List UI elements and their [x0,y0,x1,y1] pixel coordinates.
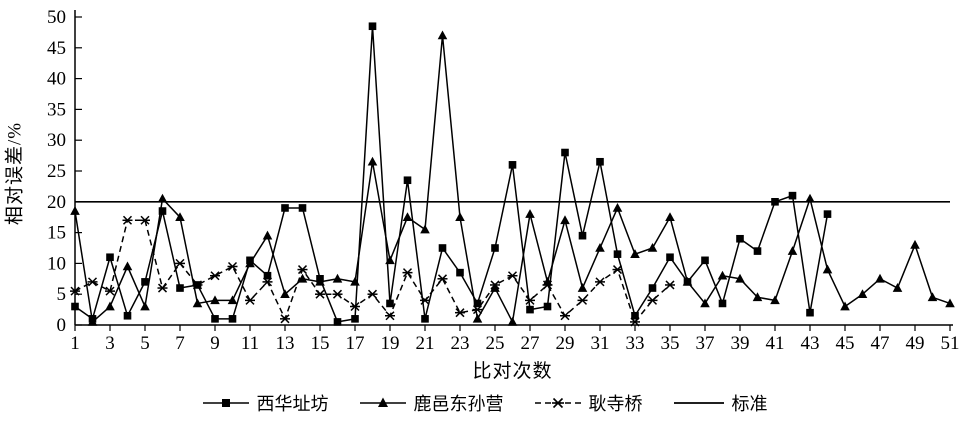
legend-label: 西华址坊 [256,394,329,414]
x-axis-ticks: 1 3 5 7 9 11 13 15 17 19 21 23 25 27 29 31 33 35 37 39 41 43 4… [70,325,960,354]
chart-legend: 西华址坊 鹿邑东孙营 耿寺桥 标准 [0,390,969,416]
x-tick-label: 17 [346,333,365,354]
x-tick-label: 43 [801,333,820,354]
plain-line-icon [673,402,724,404]
x-tick-label: 5 [140,333,150,354]
x-tick-label: 19 [381,333,400,354]
y-tick-label: 40 [47,69,66,90]
x-axis-title: 比对次数 [472,361,553,382]
x-tick-label: 51 [941,333,960,354]
x-tick-label: 7 [175,333,185,354]
x-tick-label: 47 [871,333,890,354]
legend-item-series-3: 耿寺桥 [534,390,643,416]
series-triangle-line [70,30,955,326]
x-tick-label: 13 [276,333,295,354]
x-tick-label: 3 [105,333,115,354]
x-tick-label: 27 [521,333,540,354]
legend-label: 鹿邑东孙营 [413,394,504,414]
xmark-marker-icon [534,397,581,409]
x-tick-label: 39 [731,333,750,354]
series-xmark-line [70,215,675,327]
square-marker-icon [202,399,249,407]
series-square-line [71,22,832,326]
y-tick-label: 15 [47,223,66,244]
x-tick-label: 1 [70,333,80,354]
y-axis-title: 相对误差/% [4,121,26,226]
x-tick-label: 45 [836,333,855,354]
x-tick-label: 37 [696,333,715,354]
legend-item-series-2: 鹿邑东孙营 [359,390,504,416]
y-tick-label: 10 [47,253,66,274]
triangle-marker-icon [359,397,406,407]
x-tick-label: 21 [416,333,435,354]
y-tick-label: 35 [47,99,66,120]
y-tick-label: 30 [47,130,66,151]
y-axis-ticks: 0 5 10 15 20 25 30 35 40 45 50 [47,7,82,336]
x-tick-label: 29 [556,333,575,354]
y-tick-label: 20 [47,192,66,213]
x-tick-label: 11 [241,333,259,354]
y-tick-label: 50 [47,7,66,28]
x-tick-label: 49 [906,333,925,354]
y-tick-label: 25 [47,161,66,182]
x-tick-label: 25 [486,333,505,354]
y-tick-label: 45 [47,38,66,59]
y-tick-label: 0 [57,315,67,336]
x-tick-label: 41 [766,333,785,354]
legend-item-standard: 标准 [673,390,768,416]
x-tick-label: 15 [311,333,330,354]
legend-label: 标准 [731,394,768,414]
x-tick-label: 23 [451,333,470,354]
legend-label: 耿寺桥 [588,394,643,414]
y-tick-label: 5 [57,284,67,305]
x-tick-label: 33 [626,333,645,354]
x-tick-label: 31 [591,333,610,354]
legend-item-series-1: 西华址坊 [202,390,329,416]
x-tick-label: 9 [210,333,220,354]
x-tick-label: 35 [661,333,680,354]
